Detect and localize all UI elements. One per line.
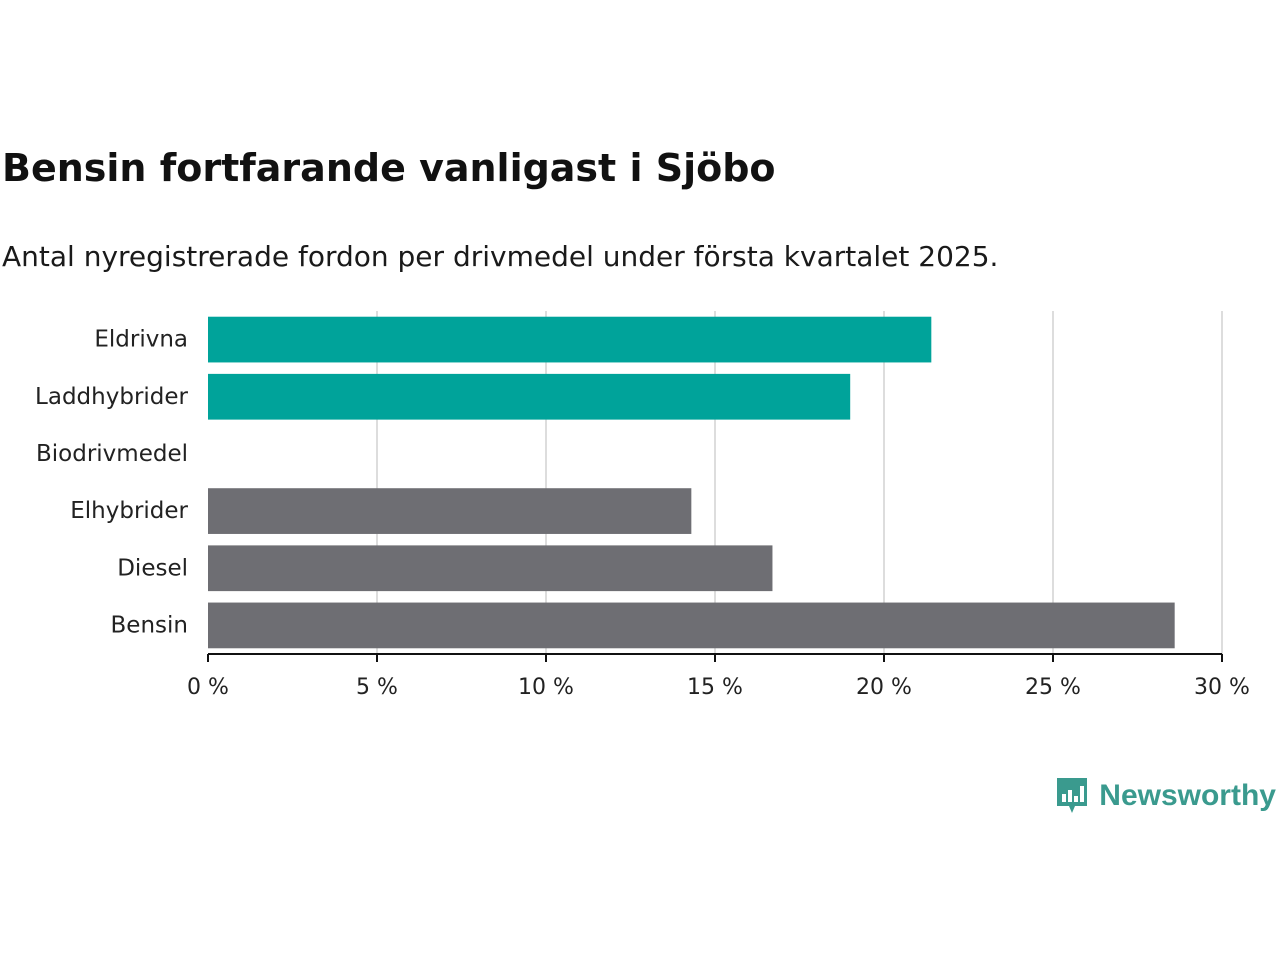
x-tick-label: 20 %: [856, 675, 912, 700]
bar-chart-speech-bubble-icon: [1057, 778, 1088, 813]
chart-subtitle: Antal nyregistrerade fordon per drivmede…: [2, 240, 999, 273]
logo-text: Newsworthy: [1099, 779, 1276, 812]
category-label: Elhybrider: [70, 498, 188, 524]
x-tick-label: 30 %: [1194, 675, 1250, 700]
newsworthy-logo: Newsworthy: [1055, 776, 1276, 816]
category-label: Biodrivmedel: [36, 441, 188, 467]
bar: [208, 602, 1175, 649]
x-tick-label: 15 %: [687, 675, 743, 700]
category-label: Eldrivna: [94, 327, 188, 353]
category-label: Laddhybrider: [35, 384, 188, 410]
bar: [208, 373, 851, 420]
x-tick-label: 0 %: [187, 675, 229, 700]
x-tick-label: 5 %: [356, 675, 398, 700]
category-label: Bensin: [111, 612, 188, 638]
x-tick-label: 10 %: [518, 675, 574, 700]
bar: [208, 316, 932, 363]
x-tick-label: 25 %: [1025, 675, 1081, 700]
chart-title: Bensin fortfarande vanligast i Sjöbo: [2, 146, 776, 190]
bar: [208, 488, 692, 534]
category-label: Diesel: [117, 555, 188, 581]
bar: [208, 545, 773, 592]
